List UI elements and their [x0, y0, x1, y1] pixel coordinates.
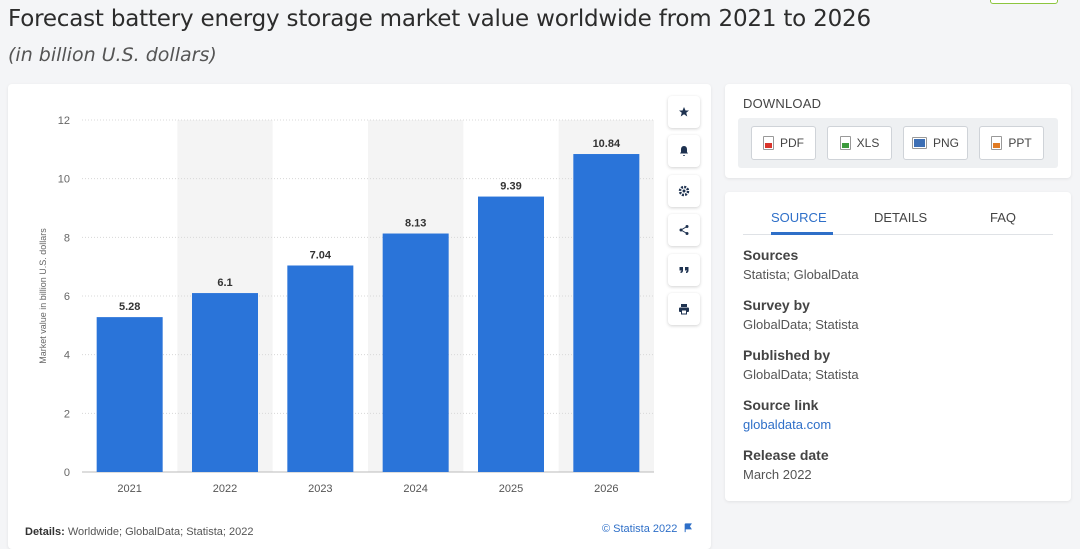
- active-tab-indicator: [771, 232, 833, 235]
- quote-icon: [679, 267, 689, 273]
- print-button[interactable]: [668, 293, 700, 325]
- y-tick-label: 12: [58, 115, 70, 127]
- data-label: 6.1: [217, 277, 232, 289]
- download-button-group: PDF XLS PNG PPT: [738, 118, 1058, 168]
- bar: [573, 154, 640, 472]
- print-icon: [679, 304, 689, 315]
- x-tick-label: 2022: [213, 483, 237, 495]
- x-tick-label: 2021: [117, 483, 141, 495]
- y-tick-label: 0: [64, 467, 70, 479]
- share-button[interactable]: [668, 214, 700, 246]
- copyright-text: © Statista 2022: [602, 523, 678, 535]
- chart-details: Details: Worldwide; GlobalData; Statista…: [25, 526, 254, 538]
- star-icon: [679, 107, 689, 117]
- data-label: 7.04: [310, 249, 332, 261]
- page-subtitle: (in billion U.S. dollars): [8, 44, 217, 66]
- tab-faq[interactable]: FAQ: [990, 210, 1017, 225]
- share-icon: [679, 225, 689, 235]
- y-tick-label: 8: [64, 232, 70, 244]
- x-tick-label: 2026: [594, 483, 618, 495]
- data-label: 9.39: [500, 181, 521, 193]
- pdf-label: PDF: [780, 136, 804, 150]
- download-card: DOWNLOAD PDF XLS PNG PPT: [725, 84, 1071, 178]
- bar: [382, 233, 449, 472]
- bell-icon: [680, 146, 688, 156]
- published-label: Published by: [743, 347, 831, 363]
- release-date-value: March 2022: [743, 467, 812, 482]
- bar: [192, 293, 258, 472]
- sources-label: Sources: [743, 247, 799, 263]
- download-xls-button[interactable]: XLS: [827, 126, 892, 160]
- tab-details[interactable]: DETAILS: [874, 210, 928, 225]
- data-label: 10.84: [593, 138, 621, 150]
- notification-button[interactable]: [668, 135, 700, 167]
- bar: [287, 265, 354, 472]
- release-date-label: Release date: [743, 447, 829, 463]
- y-tick-label: 4: [64, 350, 70, 362]
- x-tick-label: 2024: [403, 483, 427, 495]
- cite-button[interactable]: [668, 254, 700, 286]
- info-tabs: SOURCE DETAILS FAQ: [743, 208, 1053, 235]
- xls-label: XLS: [856, 136, 880, 150]
- details-text: Worldwide; GlobalData; Statista; 2022: [67, 526, 254, 538]
- sources-value: Statista; GlobalData: [743, 267, 859, 282]
- data-label: 8.13: [405, 218, 426, 230]
- y-tick-label: 6: [64, 291, 70, 303]
- y-tick-label: 2: [64, 408, 70, 420]
- survey-value: GlobalData; Statista: [743, 317, 859, 332]
- x-tick-label: 2023: [308, 483, 332, 495]
- png-file-icon: [911, 137, 927, 149]
- download-pdf-button[interactable]: PDF: [751, 126, 816, 160]
- page-title: Forecast battery energy storage market v…: [8, 6, 871, 32]
- x-tick-label: 2025: [499, 483, 523, 495]
- data-label: 5.28: [119, 301, 140, 313]
- xls-file-icon: [839, 136, 851, 150]
- settings-button[interactable]: [668, 175, 700, 207]
- tab-source[interactable]: SOURCE: [771, 210, 827, 225]
- survey-label: Survey by: [743, 297, 810, 313]
- favorite-button[interactable]: [668, 96, 700, 128]
- top-right-badge[interactable]: [990, 0, 1058, 4]
- source-link-label: Source link: [743, 397, 819, 413]
- ppt-file-icon: [991, 136, 1003, 150]
- source-link[interactable]: globaldata.com: [743, 417, 832, 432]
- ppt-label: PPT: [1008, 136, 1032, 150]
- png-label: PNG: [932, 136, 959, 150]
- statista-copyright-link[interactable]: © Statista 2022: [602, 523, 693, 535]
- bar: [478, 196, 544, 472]
- published-value: GlobalData; Statista: [743, 367, 859, 382]
- chart-card: 0 2 4 6 8 10 12 Market value in billion U.S. do…: [8, 84, 711, 549]
- details-label: Details:: [25, 526, 65, 538]
- gear-icon: [678, 185, 690, 197]
- info-card: SOURCE DETAILS FAQ Sources Statista; Glo…: [725, 192, 1071, 501]
- download-png-button[interactable]: PNG: [903, 126, 968, 160]
- bar-chart: 0 2 4 6 8 10 12 Market value in billion U.S. do…: [38, 115, 654, 495]
- download-ppt-button[interactable]: PPT: [979, 126, 1044, 160]
- flag-icon: [685, 523, 693, 533]
- y-tick-label: 10: [58, 174, 70, 186]
- bar: [96, 317, 163, 472]
- y-axis-title: Market value in billion U.S. dollars: [38, 228, 48, 364]
- download-title: DOWNLOAD: [743, 96, 822, 111]
- pdf-file-icon: [763, 136, 774, 150]
